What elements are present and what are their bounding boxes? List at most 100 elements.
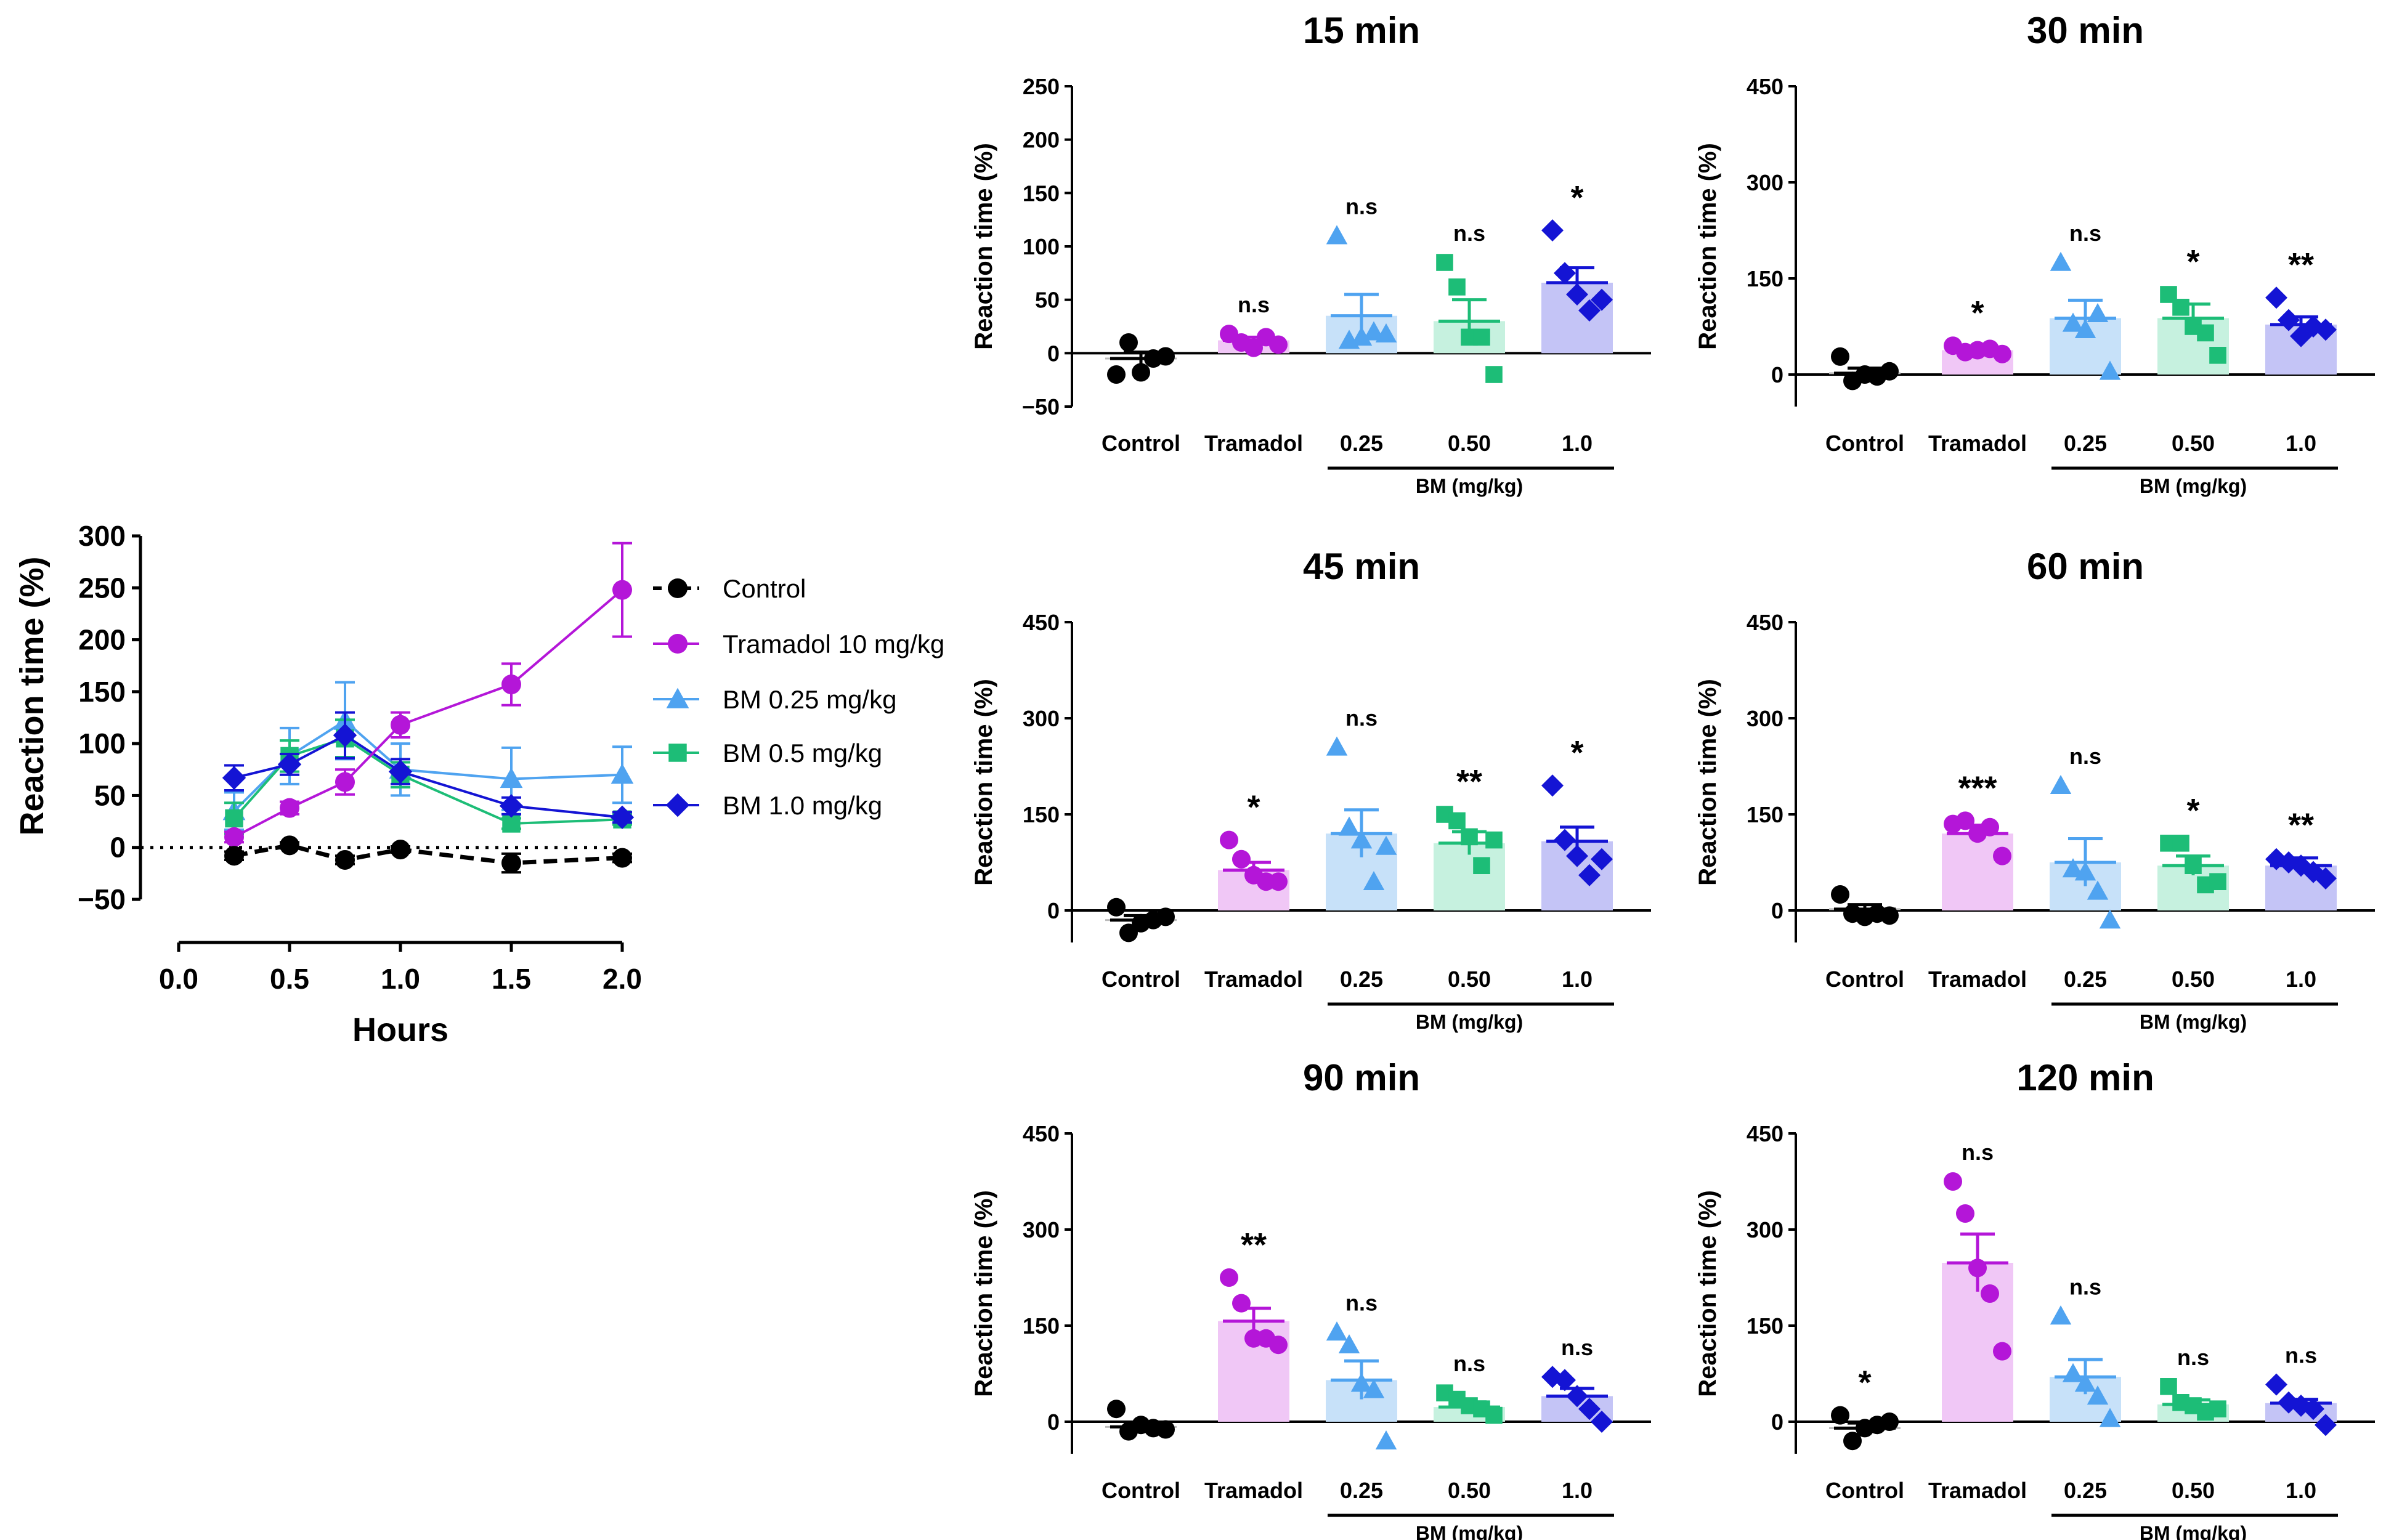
significance-label: n.s [1453,221,1485,246]
scatter-point-1 [1956,1204,1974,1223]
scatter-point-2 [2087,880,2109,900]
scatter-point-3 [1473,328,1490,346]
x-tick-label: 1.5 [492,963,531,995]
y-tick-label: 50 [94,779,126,811]
y-tick-label: −50 [78,883,126,915]
data-point-1 [335,772,355,792]
y-axis-label: Reaction time (%) [1694,1190,1721,1397]
category-label: 1.0 [1562,431,1593,456]
y-tick-label: 150 [1023,802,1060,827]
scatter-point-0 [1880,906,1899,925]
significance-label: n.s [1345,705,1378,731]
x-axis-label: Hours [352,1011,448,1048]
significance-label: n.s [2285,1343,2317,1368]
panel-6: 120 min 450 300 150 0 Reaction time (%) * Contr… [1694,1057,2375,1540]
y-tick-label: 250 [78,572,126,604]
scatter-point-1 [1269,335,1288,354]
category-label: Tramadol [1928,967,2027,992]
y-tick-label: 0 [1771,362,1783,387]
data-point-2 [500,768,523,788]
significance-label: * [1971,294,1984,331]
legend-marker [665,793,690,817]
group-label: BM (mg/kg) [2140,1011,2247,1033]
x-tick-label: 0.5 [270,963,309,995]
legend-marker [668,744,687,762]
scatter-point-4 [1554,829,1576,851]
data-point-0 [391,840,410,860]
significance-label: n.s [1561,1335,1593,1360]
legend-label: BM 0.5 mg/kg [723,739,882,768]
scatter-point-0 [1880,362,1899,381]
y-tick-label: 300 [1023,1217,1060,1242]
data-point-3 [225,809,243,828]
scatter-point-2 [2050,774,2072,794]
group-label: BM (mg/kg) [2140,1522,2247,1540]
scatter-point-2 [1338,1334,1360,1353]
data-point-2 [611,763,634,784]
significance-label: * [2186,243,2199,280]
series-line-1 [233,589,623,838]
category-label: Tramadol [1204,967,1303,992]
group-label: BM (mg/kg) [2140,475,2247,497]
y-tick-label: 150 [1747,266,1783,291]
y-tick-label: 450 [1023,610,1060,635]
y-axis-label: Reaction time (%) [1694,679,1721,886]
category-label: 1.0 [1562,967,1593,992]
scatter-point-2 [1350,1372,1373,1392]
scatter-point-1 [1232,1294,1251,1313]
scatter-point-3 [1436,254,1453,271]
scatter-point-1 [1220,830,1238,849]
data-point-1 [280,798,299,818]
data-point-0 [612,848,632,868]
scatter-point-4 [1554,1369,1576,1392]
panel-title: 90 min [1303,1057,1420,1098]
legend-label: BM 0.25 mg/kg [723,685,896,714]
scatter-point-3 [1473,857,1490,874]
y-tick-label: 0 [1047,341,1060,366]
y-tick-label: 450 [1747,74,1783,99]
scatter-point-2 [1350,829,1373,849]
panel-2: 30 min 450 300 150 0 Reaction time (%) Control… [1694,10,2375,497]
scatter-point-2 [1326,736,1348,756]
scatter-point-2 [2099,909,2121,929]
scatter-point-3 [2197,324,2214,342]
significance-label: ** [1241,1226,1267,1263]
scatter-point-1 [1944,1172,1962,1191]
panel-title: 45 min [1303,546,1420,587]
scatter-point-1 [1968,1258,1987,1278]
scatter-point-4 [1578,299,1601,322]
significance-label: * [2186,792,2199,829]
y-tick-label: 150 [1747,1313,1783,1339]
scatter-point-3 [1485,366,1503,383]
scatter-point-1 [1993,344,2011,363]
y-tick-label: 0 [1771,898,1783,923]
scatter-point-2 [2099,360,2121,380]
scatter-point-3 [1485,831,1503,849]
legend-marker [666,687,689,708]
scatter-point-2 [2062,1363,2084,1382]
scatter-point-2 [2074,1372,2096,1392]
scatter-point-2 [2062,858,2084,878]
scatter-point-0 [1132,363,1150,382]
legend-label: Control [723,574,806,603]
category-label: Control [1825,1478,1904,1503]
group-label: BM (mg/kg) [1416,475,1523,497]
scatter-point-2 [2050,251,2072,271]
panel-title: 30 min [2027,10,2144,51]
y-tick-label: 200 [1023,128,1060,153]
scatter-point-4 [1566,1385,1588,1408]
panel-title: 60 min [2027,546,2144,587]
significance-label: * [1247,789,1260,826]
y-tick-label: 200 [78,624,126,656]
category-label: 0.50 [2172,967,2215,992]
significance-label: n.s [1345,194,1378,219]
y-tick-label: 150 [78,676,126,708]
significance-label: n.s [1345,1290,1378,1315]
scatter-point-2 [1375,323,1397,342]
scatter-point-0 [1880,1412,1899,1431]
scatter-point-1 [1232,849,1251,869]
scatter-point-4 [2315,1414,2337,1437]
significance-label: n.s [1453,1351,1485,1376]
scatter-point-4 [1578,864,1601,886]
